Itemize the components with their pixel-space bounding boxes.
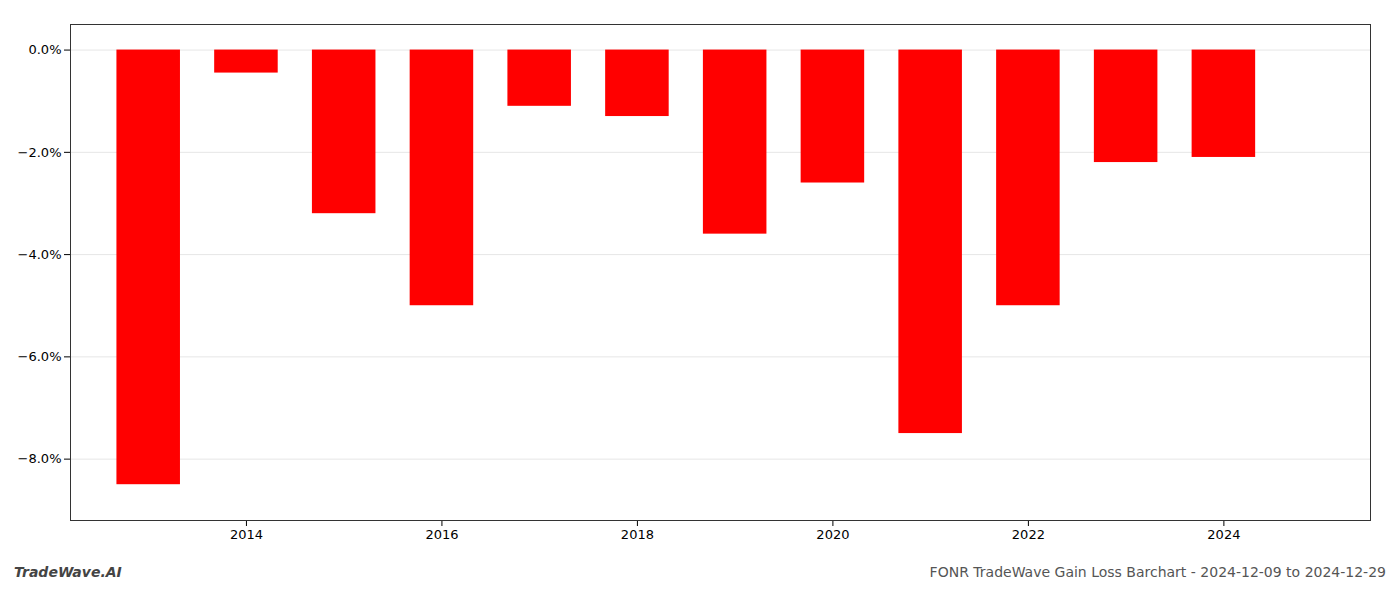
svg-text:2022: 2022 [1012, 527, 1045, 542]
svg-text:0.0%: 0.0% [28, 42, 61, 57]
svg-text:2018: 2018 [621, 527, 654, 542]
html-text:TradeWave.AI: TradeWave.AI [14, 564, 122, 580]
svg-text:2020: 2020 [816, 527, 849, 542]
html-text:FONR TradeWave Gain Loss Barch: FONR TradeWave Gain Loss Barchart - 2024… [929, 564, 1386, 580]
svg-text:−2.0%: −2.0% [18, 144, 62, 159]
svg-text:2016: 2016 [425, 527, 458, 542]
svg-text:2014: 2014 [230, 527, 263, 542]
svg-text:−4.0%: −4.0% [18, 247, 62, 262]
svg-text:−6.0%: −6.0% [18, 349, 62, 364]
svg-text:2024: 2024 [1207, 527, 1240, 542]
svg-text:−8.0%: −8.0% [18, 451, 62, 466]
